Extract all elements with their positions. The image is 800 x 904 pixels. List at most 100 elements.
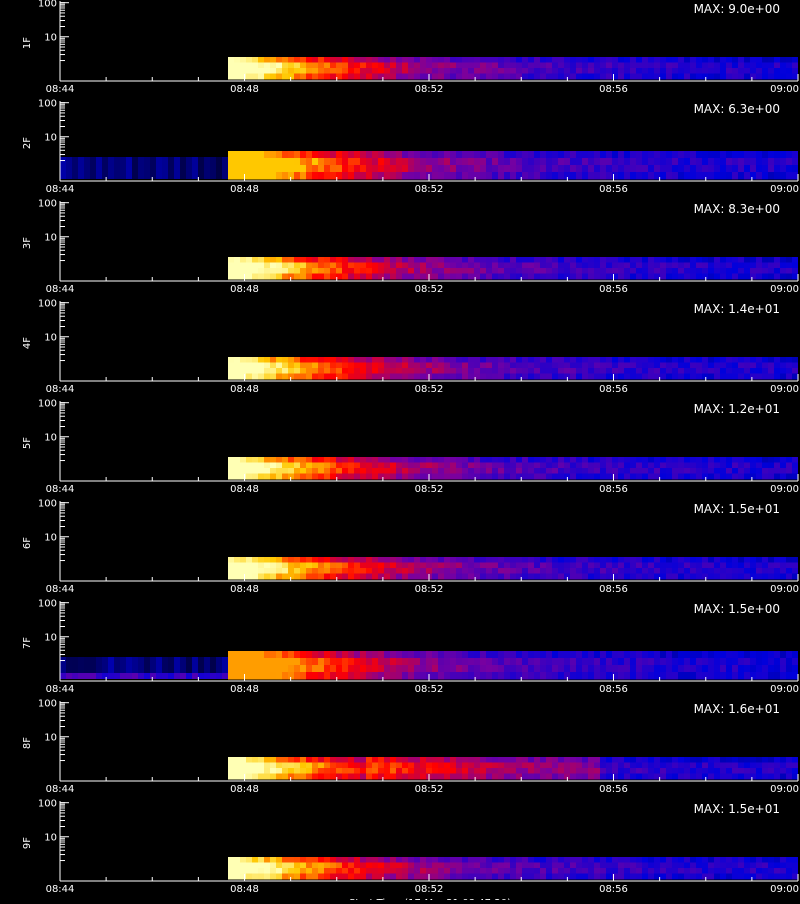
heat-cell <box>732 873 739 880</box>
heat-cell <box>750 862 757 869</box>
heat-cell <box>546 462 553 469</box>
heat-cell <box>306 68 313 74</box>
heat-cell <box>450 165 457 173</box>
heat-cell <box>378 762 385 769</box>
heat-cell <box>516 868 523 874</box>
heat-cell <box>660 568 667 574</box>
heat-cell <box>306 868 313 874</box>
heat-cell <box>606 862 613 869</box>
heat-cell <box>606 462 613 469</box>
panel-label: 1F <box>22 37 33 49</box>
heat-cell <box>528 862 535 869</box>
heat-cell <box>564 362 571 369</box>
x-tick-label: 08:56 <box>599 384 628 395</box>
heat-cell <box>366 873 373 880</box>
heat-cell <box>234 568 241 574</box>
heat-cell <box>390 268 397 274</box>
heat-cell <box>84 673 90 679</box>
heat-cell <box>750 672 757 680</box>
heat-cell <box>240 557 247 563</box>
heat-cell <box>546 573 553 580</box>
heat-cell <box>294 151 301 159</box>
heat-cell <box>738 857 745 863</box>
heat-cell <box>300 665 307 673</box>
heat-cell <box>678 868 685 874</box>
heat-cell <box>702 857 709 863</box>
heat-cell <box>726 658 733 666</box>
heat-cell <box>378 172 385 180</box>
heat-cell <box>618 757 625 763</box>
heat-cell <box>594 762 601 769</box>
heat-cell <box>678 672 685 680</box>
heat-cell <box>276 857 283 863</box>
heat-cell <box>342 658 349 666</box>
heat-cell <box>246 665 253 673</box>
heat-cell <box>552 773 559 780</box>
heat-cell <box>336 151 343 159</box>
heat-cell <box>546 457 553 463</box>
heat-cell <box>318 658 325 666</box>
heat-cell <box>702 262 709 269</box>
heat-cell <box>600 568 607 574</box>
heat-cell <box>600 573 607 580</box>
heat-cell <box>402 762 409 769</box>
heat-cell <box>600 373 607 380</box>
heat-cell <box>486 151 493 159</box>
heat-cell <box>294 57 301 63</box>
heat-cell <box>384 862 391 869</box>
heat-cell <box>504 665 511 673</box>
heat-cell <box>396 665 403 673</box>
heat-cell <box>444 273 451 280</box>
heat-cell <box>594 862 601 869</box>
heat-cell <box>432 773 439 780</box>
heat-cell <box>540 568 547 574</box>
heat-cell <box>516 757 523 763</box>
heat-cell <box>366 658 373 666</box>
heat-cell <box>336 57 343 63</box>
heat-cell <box>456 262 463 269</box>
heat-cell <box>606 73 613 80</box>
heat-cell <box>318 57 325 63</box>
heat-cell <box>276 151 283 159</box>
heat-cell <box>282 151 289 159</box>
heat-cell <box>318 268 325 274</box>
heat-cell <box>414 165 421 173</box>
heat-cell <box>270 857 277 863</box>
heat-cell <box>462 172 469 180</box>
heat-cell <box>258 665 265 673</box>
heat-cell <box>510 773 517 780</box>
heat-cell <box>780 868 787 874</box>
heat-cell <box>318 873 325 880</box>
heat-cell <box>348 457 355 463</box>
heat-cell <box>552 165 559 173</box>
heat-cell <box>426 857 433 863</box>
heat-cell <box>336 868 343 874</box>
heat-cell <box>456 362 463 369</box>
heat-cell <box>372 568 379 574</box>
heat-cell <box>198 157 204 179</box>
heat-cell <box>786 468 793 474</box>
heat-cell <box>306 257 313 263</box>
heat-cell <box>690 172 697 180</box>
heat-cell <box>252 873 259 880</box>
max-label: MAX: 1.4e+01 <box>694 302 780 316</box>
heat-cell <box>732 562 739 569</box>
heat-cell <box>594 557 601 563</box>
heat-cell <box>612 158 619 166</box>
heat-cell <box>414 873 421 880</box>
heat-cell <box>186 673 192 679</box>
heat-cell <box>270 373 277 380</box>
heat-cell <box>228 273 235 280</box>
heat-cell <box>372 862 379 869</box>
heat-cell <box>492 773 499 780</box>
heat-cell <box>384 62 391 69</box>
heat-cell <box>450 268 457 274</box>
heat-cell <box>630 262 637 269</box>
heat-cell <box>756 868 763 874</box>
heat-cell <box>576 562 583 569</box>
heat-cell <box>618 665 625 673</box>
heat-cell <box>552 573 559 580</box>
heat-cell <box>756 362 763 369</box>
heat-cell <box>594 357 601 363</box>
heat-cell <box>666 73 673 80</box>
